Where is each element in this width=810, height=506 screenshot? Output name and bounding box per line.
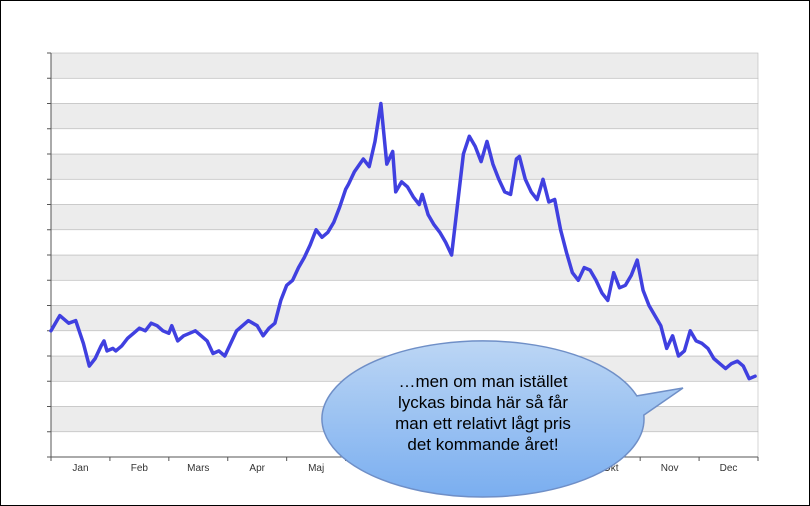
price-series-line bbox=[49, 101, 757, 381]
grid-band bbox=[50, 305, 759, 332]
grid-band bbox=[50, 153, 759, 180]
callout-line: lyckas binda här så får bbox=[397, 393, 569, 412]
grid-band bbox=[50, 103, 759, 130]
grid-band bbox=[50, 77, 759, 104]
x-tick-label: Apr bbox=[249, 463, 265, 474]
grid-band bbox=[50, 52, 759, 79]
callout-line: man ett relativt lågt pris bbox=[395, 414, 571, 433]
x-tick-label: Okt bbox=[603, 463, 619, 474]
callout-line: …men om man istället bbox=[398, 372, 568, 391]
callout-text: …men om man istället lyckas binda här så… bbox=[353, 371, 613, 455]
grid-band bbox=[50, 254, 759, 281]
x-tick-label: Mars bbox=[187, 463, 209, 474]
x-tick-label: Maj bbox=[308, 463, 324, 474]
x-tick-label: Feb bbox=[131, 463, 149, 474]
grid-band bbox=[50, 204, 759, 231]
speech-bubble-callout bbox=[321, 340, 684, 498]
x-tick-label: Nov bbox=[661, 463, 679, 474]
x-tick-label: Jan bbox=[72, 463, 88, 474]
grid-band bbox=[50, 128, 759, 155]
x-tick-label: Dec bbox=[720, 463, 738, 474]
grid-band bbox=[50, 279, 759, 306]
y-axis-ticks bbox=[47, 52, 51, 458]
callout-line: det kommande året! bbox=[407, 435, 559, 454]
grid-band bbox=[50, 229, 759, 256]
